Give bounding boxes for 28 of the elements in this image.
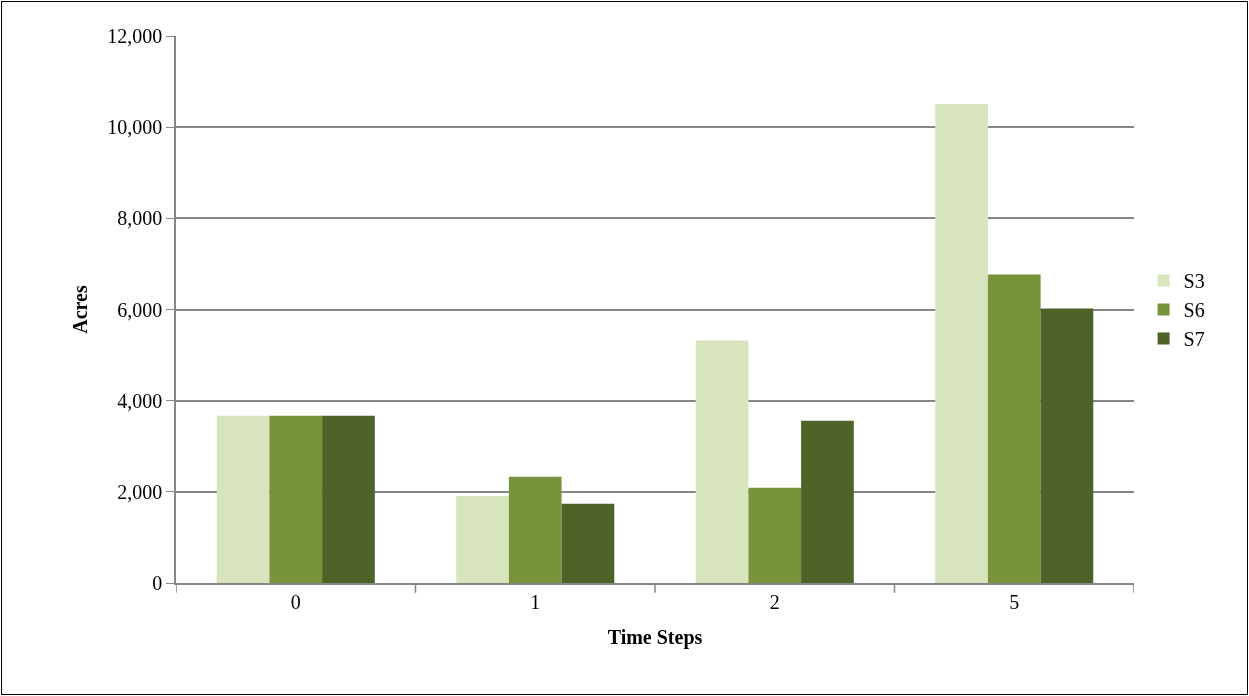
bar: [322, 415, 375, 583]
bar: [801, 420, 854, 583]
x-tick-label: 5: [1009, 590, 1020, 613]
bar: [987, 274, 1041, 583]
y-tick-label: 10,000: [107, 116, 163, 139]
y-tick-label: 6,000: [117, 298, 163, 321]
bar: [508, 476, 562, 583]
y-axis-title: Acres: [69, 285, 92, 334]
y-tick-label: 12,000: [107, 25, 163, 47]
x-axis-title: Time Steps: [607, 625, 703, 649]
y-tick-label: 8,000: [117, 207, 163, 230]
bar: [216, 415, 270, 583]
legend-label: S6: [1183, 299, 1205, 322]
bar: [1040, 308, 1094, 583]
bar: [456, 495, 509, 583]
legend-label: S3: [1183, 270, 1205, 293]
bar: [695, 340, 749, 583]
y-tick-label: 2,000: [117, 480, 163, 503]
x-tick-label: 1: [530, 590, 541, 613]
y-tick-label: 4,000: [117, 389, 163, 412]
bar: [935, 103, 988, 583]
bar: [269, 415, 323, 583]
legend-label: S7: [1183, 328, 1205, 351]
y-tick-label: 0: [152, 572, 163, 594]
x-tick-label: 2: [769, 590, 780, 613]
bar: [561, 503, 615, 583]
bar: [748, 487, 802, 583]
x-tick-label: 0: [290, 590, 301, 613]
